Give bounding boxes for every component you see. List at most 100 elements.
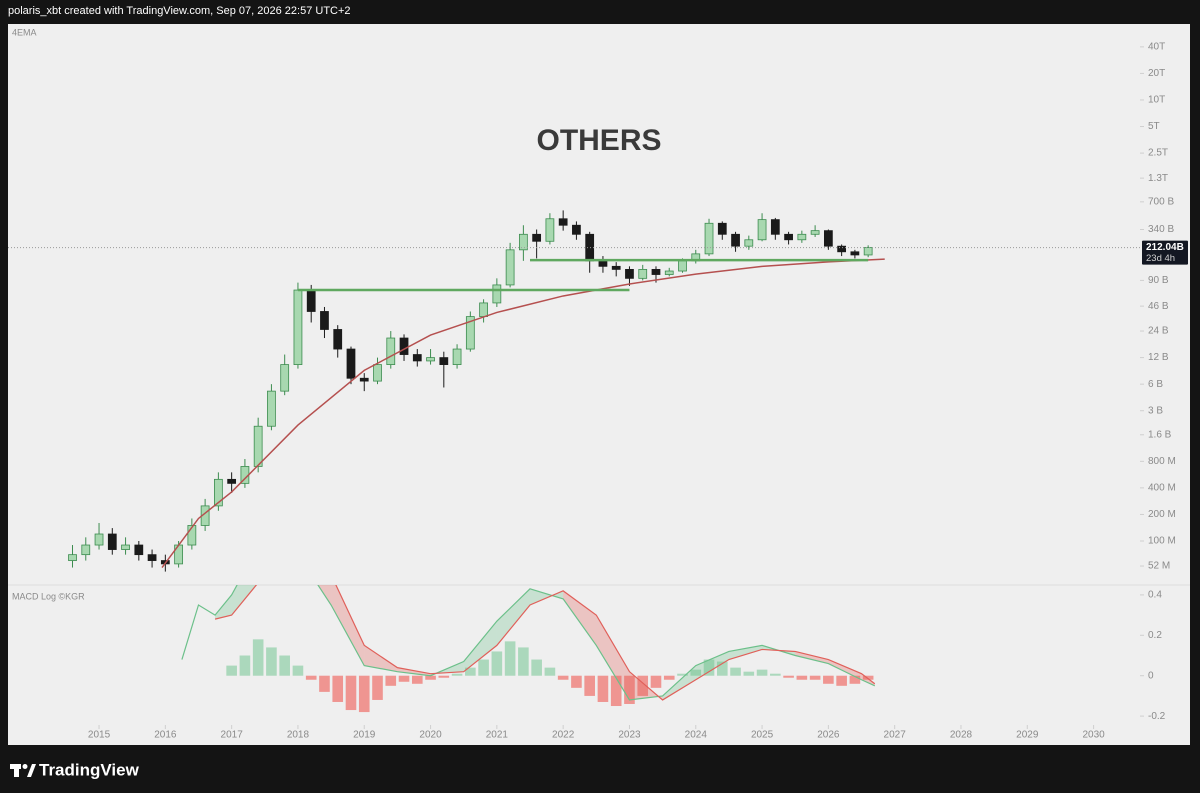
histogram-bar — [544, 667, 556, 676]
macd-fill — [728, 645, 763, 660]
candle-body — [253, 425, 263, 467]
histogram-bar — [690, 669, 702, 676]
candle-body — [280, 364, 290, 392]
macd-fill — [695, 651, 729, 680]
y-tick-label: 0.2 — [1148, 630, 1162, 641]
histogram-bar — [862, 675, 874, 680]
candle-body — [810, 230, 820, 235]
histogram-bar — [319, 675, 330, 692]
y-tick-label: 46 B — [1148, 301, 1169, 312]
chart-title: OTHERS — [536, 124, 661, 157]
y-tick-label: 3 B — [1148, 405, 1163, 416]
candle-body — [81, 544, 91, 556]
histogram-bar — [730, 667, 741, 676]
candle-body — [452, 348, 462, 365]
candle-body — [107, 533, 117, 550]
candle-body — [784, 233, 793, 241]
candle-body — [214, 478, 223, 507]
histogram-bar — [252, 639, 264, 676]
macd-fill — [828, 659, 862, 680]
candle-body — [94, 533, 104, 546]
y-tick-label: 24 B — [1148, 326, 1169, 337]
candle-body — [625, 268, 634, 279]
histogram-bar — [783, 675, 794, 678]
candle-body — [412, 354, 422, 362]
candle-body — [837, 245, 847, 253]
histogram-bar — [610, 675, 622, 707]
macd-label: MACD Log ©KGR — [12, 591, 85, 601]
y-tick-label: 0.4 — [1148, 590, 1162, 601]
histogram-bar — [491, 651, 503, 676]
last-price-label: 212.04B — [1146, 242, 1184, 253]
y-tick-label: 52 M — [1148, 561, 1170, 572]
histogram-bar — [465, 667, 476, 676]
histogram-bar — [650, 675, 662, 688]
macd-pane — [181, 585, 876, 713]
histogram-bar — [584, 675, 595, 696]
y-tick-label: 40T — [1148, 42, 1165, 53]
histogram-bar — [809, 675, 821, 680]
candle-body — [333, 329, 343, 350]
candle-body — [744, 239, 754, 247]
y-tick-label: 1.3T — [1148, 173, 1168, 184]
candle-body — [399, 337, 409, 355]
signal-line — [214, 585, 876, 701]
y-tick-label: 700 B — [1148, 196, 1174, 207]
macd-fill — [463, 621, 497, 672]
macd-fill — [215, 594, 232, 620]
candle-body — [359, 377, 369, 382]
x-tick-label: 2018 — [287, 730, 310, 741]
candle-body — [479, 302, 488, 317]
candle-body — [505, 249, 515, 286]
candle-body — [717, 222, 727, 235]
candle-body — [121, 544, 130, 550]
candle-body — [651, 268, 661, 275]
histogram-bar — [504, 641, 516, 676]
candle-body — [757, 219, 767, 241]
x-tick-label: 2022 — [552, 730, 575, 741]
countdown: 23d 4h — [1146, 253, 1175, 264]
candle-body — [373, 364, 382, 382]
footer-logo: TradingView — [39, 760, 140, 779]
x-tick-label: 2021 — [486, 730, 509, 741]
histogram-bar — [332, 675, 344, 702]
y-tick-label: 800 M — [1148, 456, 1176, 467]
y-tick-label: 1.6 B — [1148, 429, 1172, 440]
candle-body — [823, 230, 833, 247]
candle-body — [545, 218, 555, 242]
candle-body — [558, 218, 568, 226]
candle-body — [731, 233, 740, 247]
histogram-bar — [358, 675, 370, 713]
candle-body — [585, 233, 595, 262]
trend-curve — [161, 258, 885, 568]
histogram-bar — [305, 675, 317, 680]
histogram-bar — [239, 655, 251, 676]
macd-fill — [596, 615, 630, 700]
candle-body — [439, 357, 449, 365]
histogram-bar — [266, 647, 277, 676]
axes: 40T 20T 10T 5T 2.5T 1.3T 700 B 340 B 90 B 46 B 24 … — [88, 42, 1188, 741]
histogram-bar — [372, 675, 383, 700]
macd-line — [181, 585, 876, 701]
histogram-bar — [279, 655, 290, 676]
candle-body — [187, 525, 197, 546]
histogram-bar — [703, 659, 715, 676]
candle-body — [664, 270, 674, 275]
histogram-bar — [226, 665, 237, 676]
candle-body — [68, 554, 77, 561]
candle-body — [492, 284, 502, 304]
y-tick-label: 12 B — [1148, 352, 1169, 363]
x-tick-label: 2017 — [221, 730, 244, 741]
candle-body — [638, 268, 648, 279]
price-pane — [8, 210, 1140, 572]
candle-body — [518, 233, 528, 251]
x-tick-label: 2020 — [419, 730, 442, 741]
y-tick-label: 20T — [1148, 68, 1165, 79]
header-text: polaris_xbt created with TradingView.com… — [8, 5, 351, 17]
x-tick-label: 2030 — [1082, 730, 1105, 741]
histogram-bar — [557, 675, 569, 680]
candle-body — [267, 390, 276, 427]
candle-body — [346, 348, 356, 379]
